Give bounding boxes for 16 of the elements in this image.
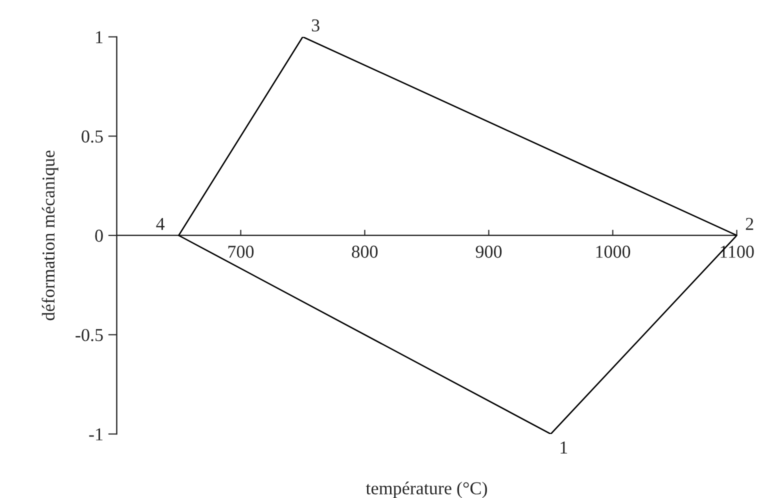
y-tick-label: 0 (95, 230, 103, 242)
x-tick-label: 1000 (596, 246, 630, 258)
x-tick-label: 700 (228, 246, 254, 258)
y-tick-label: -1 (89, 428, 102, 440)
annotation: 4 (156, 218, 165, 230)
x-tick-label: 1100 (720, 246, 754, 258)
x-axis-title: température (°C) (366, 482, 487, 498)
y-tick-label: 1 (96, 31, 102, 44)
y-tick-label: -0.5 (76, 328, 103, 342)
x-tick-label: 900 (476, 246, 502, 258)
annotation: 3 (312, 19, 320, 32)
annotation: 2 (746, 218, 754, 230)
y-axis-title: déformation mécanique (42, 150, 58, 320)
annotation: 1 (560, 442, 568, 454)
y-tick-label: 0.5 (82, 130, 103, 143)
x-tick-label: 800 (352, 246, 378, 258)
